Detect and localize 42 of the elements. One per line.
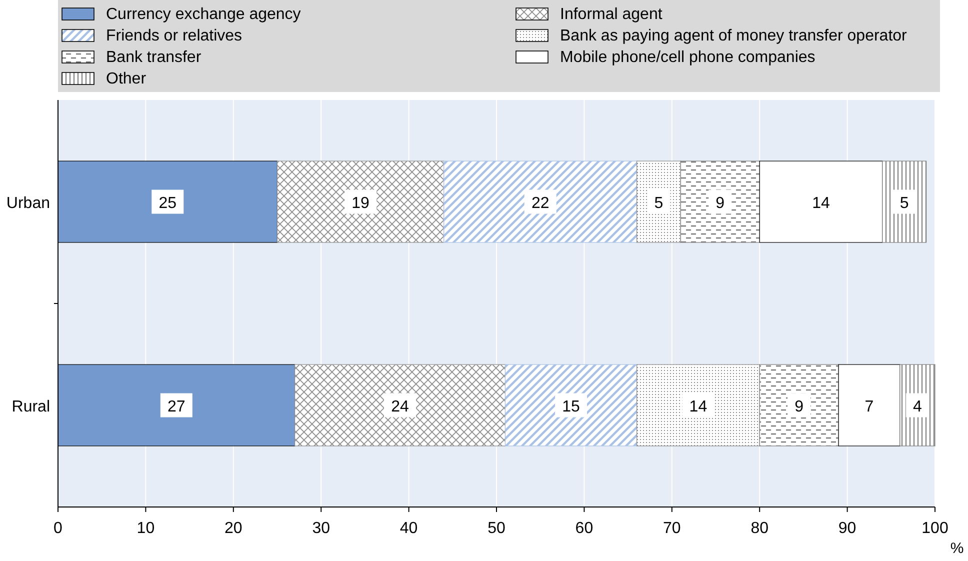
data-label: 9 (794, 398, 804, 416)
x-tick-label: 0 (54, 520, 63, 537)
data-label: 5 (654, 194, 664, 212)
legend-label: Friends or relatives (106, 28, 242, 44)
x-tick-label: 70 (663, 520, 681, 537)
x-tick-label: 80 (750, 520, 769, 537)
data-label: 7 (864, 398, 874, 416)
data-label: 15 (562, 398, 580, 416)
y-tick-label: Urban (6, 194, 50, 212)
bar (444, 160, 638, 243)
legend-label: Informal agent (560, 6, 663, 23)
x-tick-label: 60 (575, 520, 594, 537)
data-label: 25 (158, 194, 177, 212)
y-tick-label: Rural (12, 398, 50, 416)
x-tick-label: 100 (922, 520, 948, 537)
data-label: 14 (689, 398, 708, 416)
bar (294, 364, 506, 446)
x-tick-label: 50 (488, 520, 506, 537)
data-label: 27 (167, 398, 186, 416)
bar (636, 364, 760, 446)
data-label: 24 (391, 398, 410, 416)
x-tick-label: 20 (224, 520, 242, 537)
data-label: 14 (812, 194, 830, 212)
x-axis-title: % (950, 540, 964, 557)
data-label: 22 (531, 194, 550, 212)
x-tick-label: 40 (400, 520, 418, 537)
data-label: 19 (352, 194, 370, 212)
legend-label: Bank transfer (106, 49, 202, 66)
legend-label: Bank as paying agent of money transfer operator (560, 28, 908, 44)
x-tick-label: 30 (312, 520, 330, 537)
legend-label: Currency exchange agency (106, 6, 301, 23)
x-tick-label: 90 (838, 520, 856, 537)
data-label: 4 (913, 398, 922, 416)
data-label: 5 (900, 194, 909, 212)
bar (759, 364, 839, 446)
legend-label: Mobile phone/cell phone companies (560, 49, 816, 66)
bar (276, 160, 444, 243)
bar (680, 160, 760, 243)
data-label: 9 (716, 194, 725, 212)
legend-label: Other (106, 70, 147, 88)
x-tick-label: 10 (136, 520, 155, 537)
bar (504, 364, 638, 446)
